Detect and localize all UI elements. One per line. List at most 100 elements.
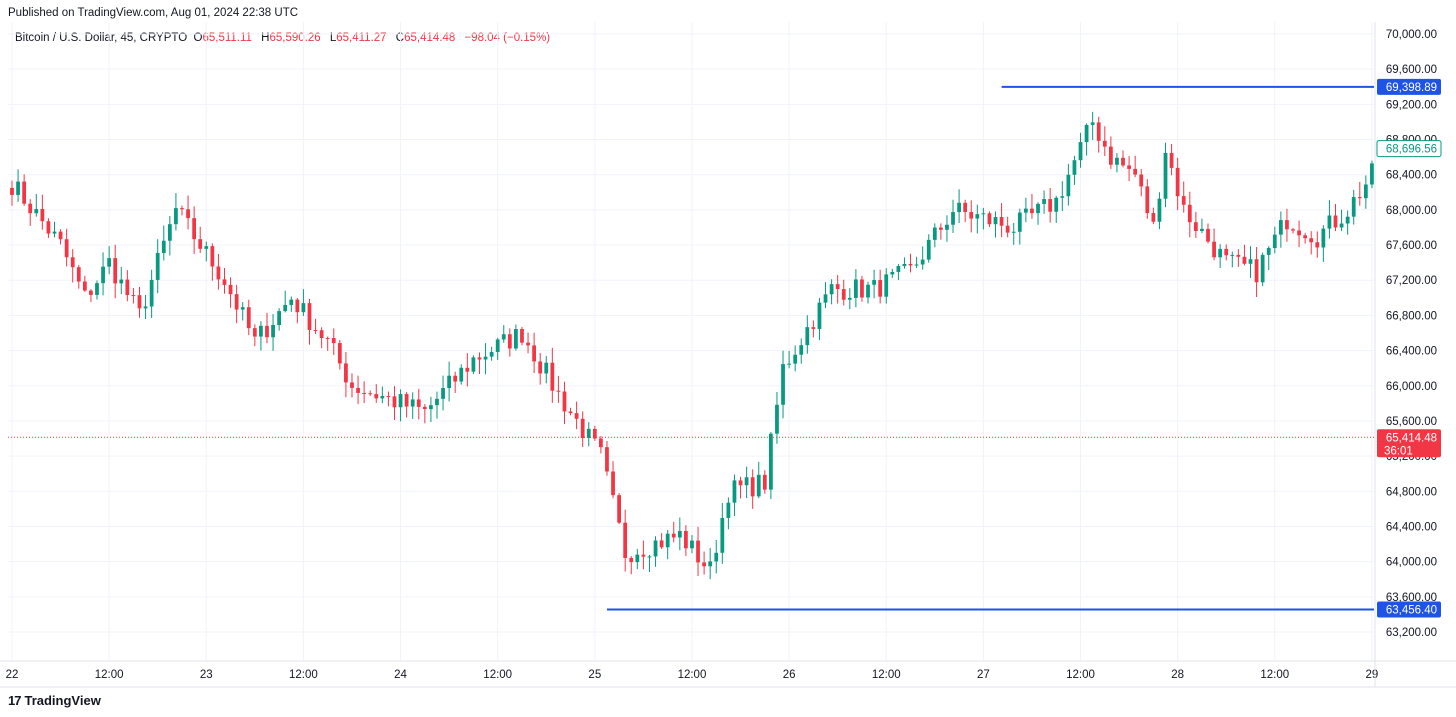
candle-body [787,363,791,365]
candle-body [744,477,749,486]
candle-body [1339,223,1344,228]
candle-body [1303,235,1308,239]
high-label: H [261,32,270,44]
candle-body [277,311,282,325]
chart-legend: Bitcoin / U.S. Dollar, 45, CRYPTO O65,51… [15,32,556,44]
close-label: C [395,32,405,44]
candle-body [781,364,785,405]
candle-body [1054,197,1059,212]
candle-body [623,522,628,558]
candle-body [113,258,118,284]
candle-body [599,438,603,448]
candle-body [198,239,203,249]
candle-body [1260,254,1265,283]
candle-body [829,284,834,295]
candle-body [975,214,980,219]
candle-body [1127,165,1131,169]
candle-body [908,263,913,266]
candle-body [538,361,543,374]
candle-body [605,447,609,472]
candle-body [981,213,986,215]
candle-body [562,391,567,412]
candle-body [22,181,27,204]
candle-body [174,208,178,225]
current-price-label: 65,414.48 [1386,432,1437,444]
candle-body [1345,216,1350,224]
candle-body [240,307,245,310]
candle-body [860,279,864,298]
candle-body [732,480,737,503]
candle-body [1248,259,1253,264]
candle-body [629,557,634,563]
candle-body [283,304,288,312]
candle-body [1291,229,1295,231]
y-tick-label: 68,400.00 [1386,170,1437,182]
candle-body [216,266,221,280]
candle-body [1078,142,1083,161]
candle-body [186,209,190,219]
candle-body [514,328,518,349]
x-tick-label: 12:00 [1066,669,1095,681]
candle-body [1278,220,1283,235]
level-price-label: 69,398.89 [1386,82,1437,94]
candle-body [586,428,591,439]
candle-body [617,495,621,523]
open-label: O [193,32,203,44]
candle-body [180,208,184,210]
candle-body [963,202,968,213]
candle-body [307,303,312,330]
candle-body [1315,242,1320,248]
candle-body [101,266,105,284]
candle-body [1060,196,1065,198]
candle-body [52,231,57,234]
candle-body [1115,157,1119,165]
y-tick-label: 66,800.00 [1386,310,1437,322]
candle-body [161,240,166,253]
candle-body [1036,203,1040,214]
candle-body [659,540,664,548]
candle-body [969,212,974,219]
candle-body [82,281,87,291]
candle-body [1102,140,1107,147]
candle-body [465,367,470,372]
candle-body [1084,124,1089,143]
candle-body [896,266,901,272]
candle-body [1224,248,1229,256]
candle-body [1151,213,1156,222]
candle-body [477,357,482,360]
candle-body [356,387,360,393]
candle-body [726,502,731,518]
low-value: 65,411.27 [336,32,387,44]
candle-body [137,295,142,309]
candle-body [993,217,998,225]
candle-body [46,221,51,234]
candle-body [574,413,579,419]
close-value: 65,414.48 [404,32,456,44]
x-tick-label: 12:00 [95,669,124,681]
candle-body [1163,152,1168,199]
candle-body [70,257,75,268]
candle-body [471,357,476,372]
candle-body [344,363,348,383]
candle-body [1011,231,1016,233]
x-tick-label: 27 [977,669,990,681]
candle-body [550,362,555,391]
candle-body [1212,241,1216,258]
y-tick-label: 68,000.00 [1386,205,1437,217]
candle-body [1254,259,1259,283]
x-tick-label: 23 [200,669,213,681]
candle-body [793,354,798,364]
y-tick-label: 63,200.00 [1386,627,1437,639]
y-tick-label: 64,800.00 [1386,486,1437,498]
published-notice: Published on TradingView.com, Aug 01, 20… [8,7,299,19]
candle-body [259,325,263,337]
candle-body [1175,167,1180,197]
candle-body [313,329,318,331]
candle-body [866,284,870,298]
candle-body [1363,184,1368,199]
candle-body [1370,163,1374,185]
candle-body [422,406,427,410]
last-close-label: 68,696.56 [1386,144,1437,156]
candle-body [926,239,931,260]
